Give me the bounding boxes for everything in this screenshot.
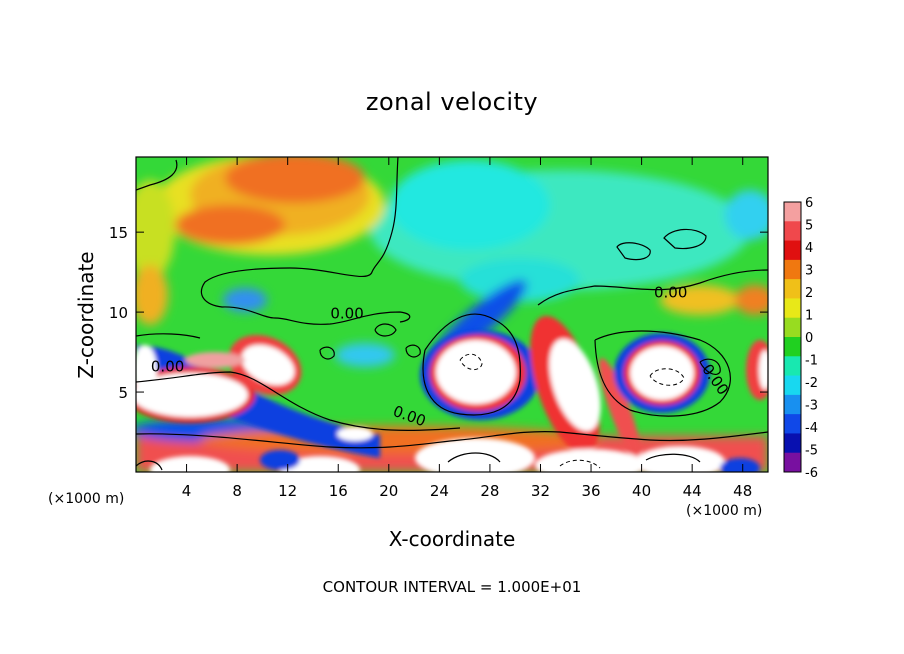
colorbar-swatch [784,414,801,434]
colorbar-swatch [784,433,801,454]
colorbar-tick-label: -4 [805,421,818,436]
x-tick-label: 12 [278,482,297,500]
colorbar-tick-label: 3 [805,264,813,279]
y-axis-label: Z-coordinate [74,251,98,379]
x-tick-label: 32 [531,482,550,500]
colorbar-swatch [784,298,801,319]
zero-contours [136,157,768,471]
x-tick-label: 48 [733,482,752,500]
contour-labels: 0.000.000.000.000.00 [151,284,732,431]
colorbar-swatch [784,356,801,377]
colorbar-tick-label: -1 [805,354,818,369]
plot-frame [135,156,769,473]
colorbar-swatch [784,452,801,473]
velocity-field [136,157,768,472]
x-axis-ticks: 4 8 12 16 20 24 28 32 36 40 44 48 [182,157,752,500]
colorbar-swatch [784,202,801,222]
y-tick-label: 5 [118,384,128,402]
colorbar-swatch [784,240,801,261]
colorbar-swatch [784,279,801,299]
x-tick-label: 40 [632,482,651,500]
x-tick-label: 28 [480,482,499,500]
x-tick-label: 4 [182,482,192,500]
colorbar-tick-label: 4 [805,241,813,256]
colorbar-tick-label: -2 [805,376,818,391]
y-tick-label: 10 [109,304,128,322]
colorbar-tick-label: 1 [805,309,813,324]
x-tick-label: 20 [379,482,398,500]
colorbar-tick-label: 6 [805,196,813,211]
x-tick-label: 16 [329,482,348,500]
x-tick-label: 44 [683,482,702,500]
y-tick-label: 15 [109,224,128,242]
x-unit-note-left: (×1000 m) [48,491,125,507]
x-tick-label: 24 [430,482,449,500]
contour-interval-note: CONTOUR INTERVAL = 1.000E+01 [322,578,582,596]
contour-label: 0.00 [151,357,184,375]
colorbar-swatch [784,394,801,415]
x-tick-label: 8 [232,482,242,500]
colorbar-tick-label: 5 [805,219,813,234]
colorbar: 6 5 4 3 2 1 0 -1 -2 -3 -4 -5 -6 [783,196,818,481]
colorbar-swatch [784,337,801,357]
contour-label: 0.00 [330,304,363,322]
x-tick-label: 36 [581,482,600,500]
y-axis-ticks: 5 10 15 [109,224,768,402]
x-unit-note-right: (×1000 m) [686,503,763,519]
colorbar-swatch [784,259,801,280]
colorbar-swatch [784,221,801,242]
colorbar-tick-label: 0 [805,331,813,346]
colorbar-tick-label: 2 [805,286,813,301]
chart-title: zonal velocity [365,88,539,116]
negative-contours [459,353,685,469]
colorbar-swatch [784,317,801,338]
x-axis-label: X-coordinate [388,527,516,551]
colorbar-tick-label: -6 [805,466,818,481]
colorbar-swatch [784,375,801,396]
colorbar-tick-label: -3 [805,399,818,414]
contour-label: 0.00 [654,284,687,302]
colorbar-frame [783,201,802,473]
colorbar-tick-label: -5 [805,444,818,459]
